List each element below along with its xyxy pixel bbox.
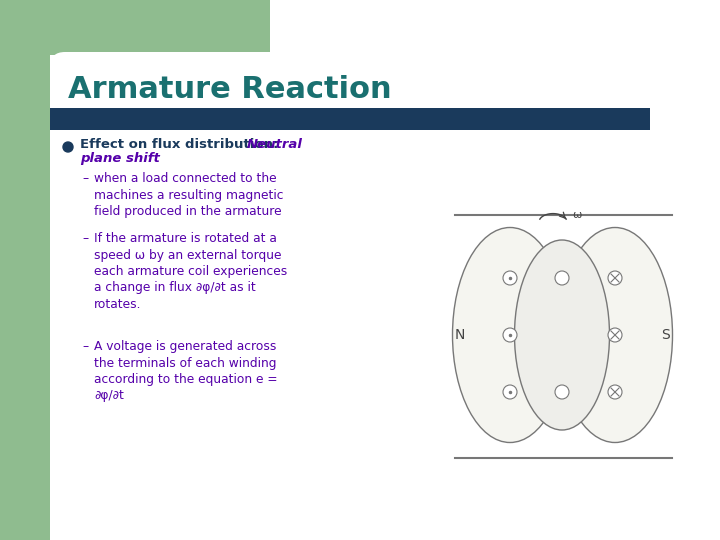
Circle shape	[63, 142, 73, 152]
Ellipse shape	[452, 227, 567, 442]
Text: N: N	[455, 328, 465, 342]
Text: A voltage is generated across
the terminals of each winding
according to the equ: A voltage is generated across the termin…	[94, 340, 277, 402]
Circle shape	[608, 271, 622, 285]
Polygon shape	[0, 0, 75, 540]
Text: Effect on flux distribution:: Effect on flux distribution:	[80, 138, 283, 151]
Bar	[50, 108, 650, 130]
FancyBboxPatch shape	[50, 52, 715, 540]
Circle shape	[555, 271, 569, 285]
Ellipse shape	[515, 240, 610, 430]
Ellipse shape	[557, 227, 672, 442]
Circle shape	[503, 328, 517, 342]
Text: ω: ω	[572, 210, 581, 220]
Circle shape	[503, 271, 517, 285]
Text: If the armature is rotated at a
speed ω by an external torque
each armature coil: If the armature is rotated at a speed ω …	[94, 232, 287, 311]
Text: –: –	[82, 172, 88, 185]
Circle shape	[608, 385, 622, 399]
Text: Armature Reaction: Armature Reaction	[68, 76, 392, 105]
Circle shape	[555, 385, 569, 399]
Text: –: –	[82, 232, 88, 245]
Text: Neutral: Neutral	[247, 138, 302, 151]
Circle shape	[503, 385, 517, 399]
Circle shape	[608, 328, 622, 342]
Text: plane shift: plane shift	[80, 152, 160, 165]
Text: S: S	[661, 328, 670, 342]
Text: when a load connected to the
machines a resulting magnetic
field produced in the: when a load connected to the machines a …	[94, 172, 284, 218]
Bar	[50, 0, 270, 55]
Text: –: –	[82, 340, 88, 353]
